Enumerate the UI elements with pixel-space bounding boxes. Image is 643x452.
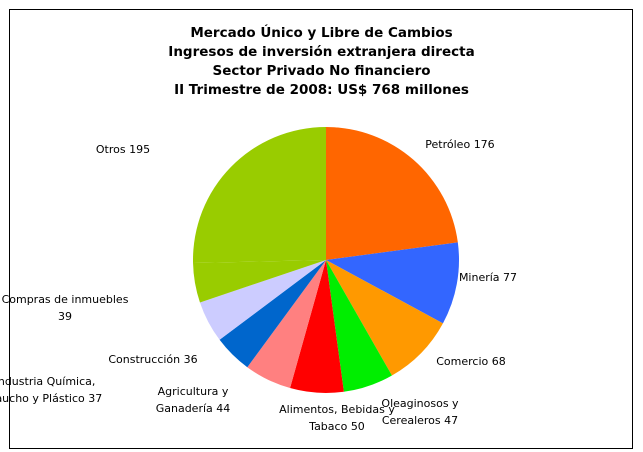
slice-category: Petróleo (425, 138, 471, 151)
slice-value: 77 (503, 271, 518, 284)
slice-category: Industria Química, Caucho y Plástico (0, 375, 96, 405)
chart-frame (9, 9, 633, 449)
slice-value: 37 (88, 392, 103, 405)
slice-label: Industria Química, Caucho y Plástico 37 (0, 373, 105, 407)
pie-slice (326, 242, 460, 324)
slice-label: Construcción 36 (88, 351, 218, 368)
slice-label: Petróleo 176 (395, 136, 525, 153)
slice-value: 36 (183, 353, 198, 366)
slice-label: Alimentos, Bebidas y Tabaco 50 (277, 401, 397, 435)
slice-label: Comercio 68 (421, 353, 521, 370)
slice-category: Oleaginosos y Cerealeros (381, 397, 459, 427)
pie-slice (326, 127, 458, 260)
chart-title: Ingresos de inversión extranjera directa (168, 44, 475, 60)
slice-value: 39 (58, 310, 72, 323)
chart-title: Sector Privado No financiero (212, 63, 431, 79)
slice-value: 176 (473, 138, 495, 151)
slice-label: Agricultura y Ganadería 44 (128, 383, 258, 417)
slice-category: Compras de inmuebles (1, 293, 129, 306)
slice-value: 50 (350, 420, 365, 433)
slice-value: 195 (129, 143, 151, 156)
pie-slice (199, 260, 326, 340)
chart-title: Mercado Único y Libre de Cambios (190, 25, 453, 41)
pie-slice (326, 260, 392, 392)
pie-slice (193, 260, 326, 303)
pie-slice (247, 260, 326, 389)
pie-slice (290, 260, 344, 393)
slice-category: Agricultura y Ganadería (155, 385, 229, 415)
slice-category: Alimentos, Bebidas y Tabaco (279, 403, 395, 433)
pie-slice (219, 260, 326, 368)
slice-label: Compras de inmuebles 39 (0, 291, 135, 325)
slice-label: Otros 195 (73, 141, 173, 158)
slice-category: Otros (95, 143, 126, 156)
slice-value: 68 (491, 355, 506, 368)
slice-label: Minería 77 (443, 269, 533, 286)
slice-value: 44 (216, 402, 231, 415)
pie-slice (326, 260, 443, 376)
slice-label: Oleaginosos y Cerealeros 47 (370, 395, 470, 429)
slice-category: Comercio (436, 355, 489, 368)
slice-category: Minería (458, 271, 500, 284)
slice-value: 47 (444, 414, 459, 427)
chart-title: II Trimestre de 2008: US$ 768 millones (174, 82, 469, 98)
slice-category: Construcción (108, 353, 181, 366)
pie-slice (193, 127, 326, 263)
